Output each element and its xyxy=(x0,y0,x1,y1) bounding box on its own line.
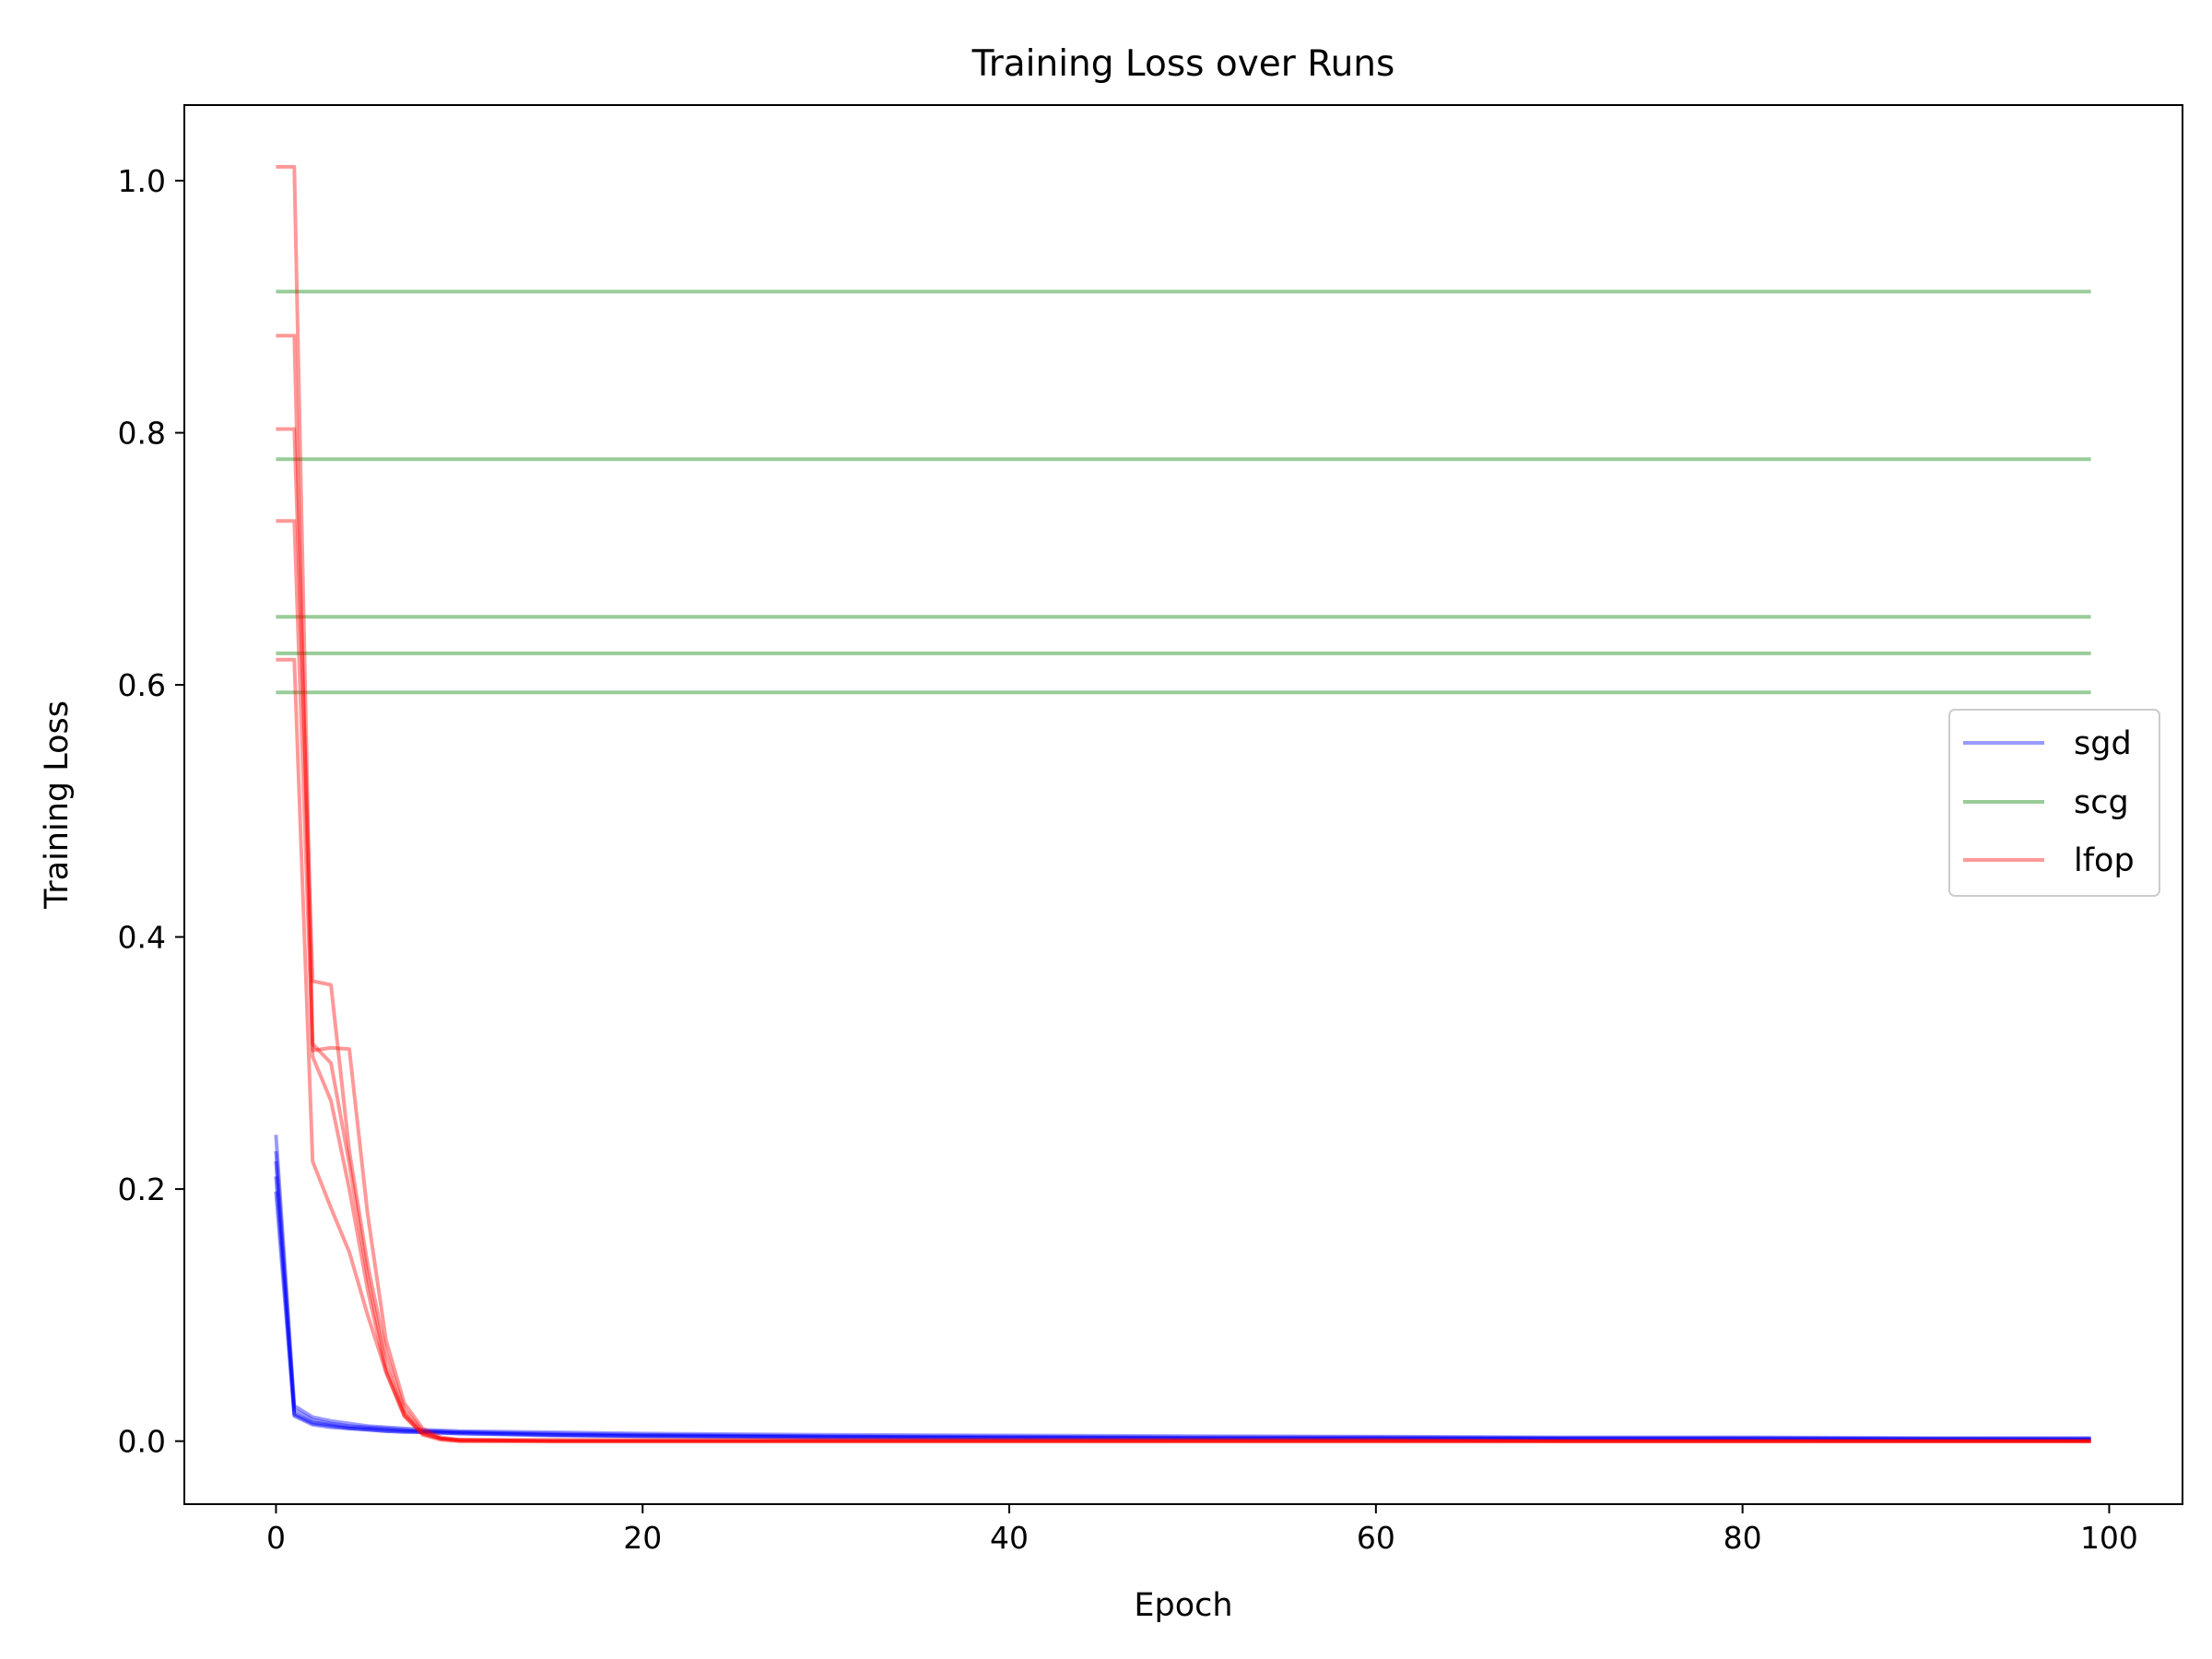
x-tick-label: 100 xyxy=(2080,1520,2138,1556)
chart-title: Training Loss over Runs xyxy=(971,43,1395,85)
y-tick-label: 0.0 xyxy=(118,1424,166,1460)
x-tick-label: 0 xyxy=(266,1520,286,1556)
legend-label-lfop: lfop xyxy=(2074,842,2135,879)
legend-label-scg: scg xyxy=(2074,784,2129,821)
y-axis-label: Training Loss xyxy=(39,700,76,910)
series-line-lfop-run-3 xyxy=(276,427,2091,1443)
y-tick-label: 1.0 xyxy=(118,163,166,199)
plot-frame xyxy=(183,104,2183,1505)
x-tick-label: 60 xyxy=(1357,1520,1395,1556)
series-line-sgd-run-3 xyxy=(274,1160,2091,1441)
series-line-lfop-run-5 xyxy=(276,657,2091,1443)
series-line-lfop-run-1 xyxy=(276,165,2091,1443)
series-line-sgd-run-5 xyxy=(274,1191,2091,1441)
tick-layer: 0 20 40 60 80 100 0.0 0.2 0.4 0.6 0.8 1.0 xyxy=(118,163,2138,1556)
series-line-sgd-run-4 xyxy=(274,1176,2091,1441)
y-tick-label: 0.2 xyxy=(118,1171,166,1207)
x-tick-label: 40 xyxy=(990,1520,1029,1556)
legend: sgd scg lfop xyxy=(1948,709,2160,897)
series-line-sgd-run-1 xyxy=(274,1135,2091,1441)
series-line-lfop-run-2 xyxy=(276,334,2091,1443)
x-tick-label: 80 xyxy=(1724,1520,1762,1556)
x-axis-label: Epoch xyxy=(1134,1587,1232,1624)
x-tick-label: 20 xyxy=(623,1520,662,1556)
series-line-lfop-run-4 xyxy=(276,519,2091,1443)
y-tick-label: 0.8 xyxy=(118,416,166,452)
y-tick-label: 0.4 xyxy=(118,920,166,956)
series-line-sgd-run-2 xyxy=(274,1150,2091,1441)
series-layer xyxy=(274,165,2091,1443)
y-tick-label: 0.6 xyxy=(118,667,166,703)
legend-frame xyxy=(1948,709,2160,897)
legend-label-sgd: sgd xyxy=(2074,725,2132,762)
